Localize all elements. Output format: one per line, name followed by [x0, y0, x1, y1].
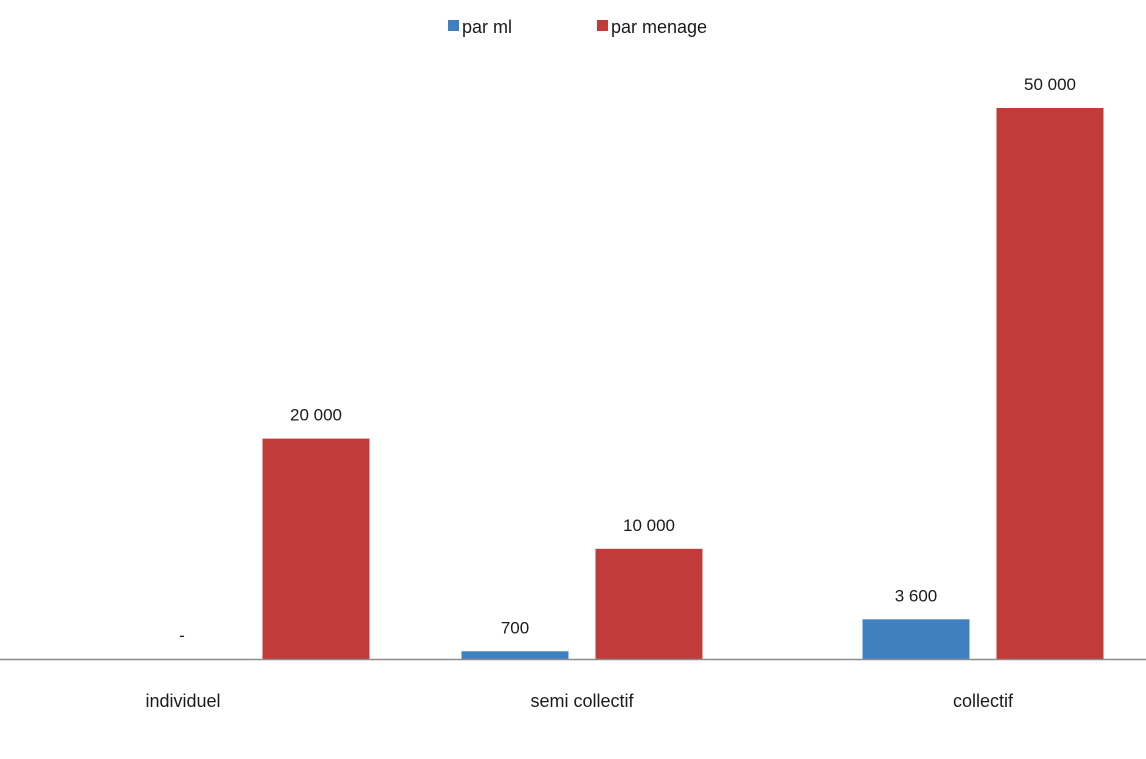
- data-label-par-menage-collectif: 50 000: [1024, 75, 1076, 94]
- bars: [262, 108, 1104, 659]
- data-label-par-ml-semi-collectif: 700: [501, 618, 529, 637]
- legend-label-par-ml: par ml: [462, 17, 512, 37]
- bar-par-menage-collectif: [996, 108, 1104, 659]
- data-labels: - 20 000 700 10 000 3 600 50 000: [179, 75, 1076, 645]
- x-axis-tick-labels: individuel semi collectif collectif: [145, 691, 1014, 711]
- bar-par-menage-individuel: [262, 438, 370, 659]
- data-label-par-menage-semi-collectif: 10 000: [623, 516, 675, 535]
- legend-swatch-par-ml: [448, 20, 459, 31]
- x-tick-label-semi-collectif: semi collectif: [530, 691, 634, 711]
- x-tick-label-individuel: individuel: [145, 691, 220, 711]
- legend-label-par-menage: par menage: [611, 17, 707, 37]
- bar-par-ml-semi-collectif: [461, 651, 569, 659]
- legend: par ml par menage: [448, 17, 707, 37]
- x-tick-label-collectif: collectif: [953, 691, 1014, 711]
- data-label-par-ml-individuel: -: [179, 626, 185, 645]
- legend-swatch-par-menage: [597, 20, 608, 31]
- data-label-par-menage-individuel: 20 000: [290, 406, 342, 425]
- bar-par-ml-collectif: [862, 619, 970, 659]
- bar-par-menage-semi-collectif: [595, 548, 703, 659]
- data-label-par-ml-collectif: 3 600: [895, 586, 938, 605]
